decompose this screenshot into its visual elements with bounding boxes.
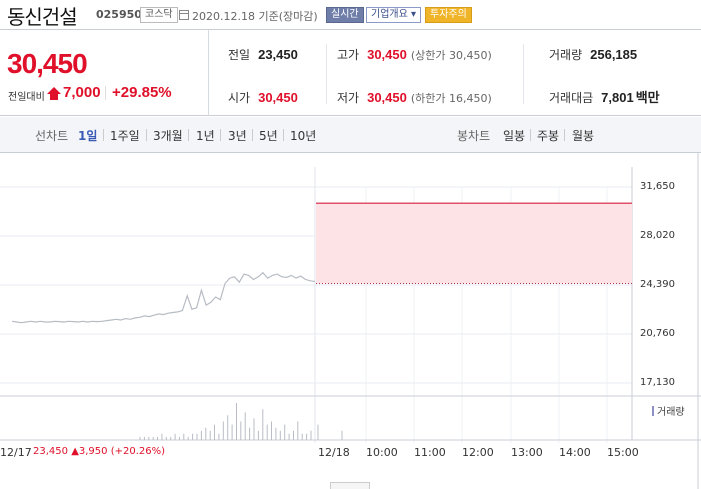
market-tag: 코스닥 (140, 7, 178, 23)
chart-canvas (0, 153, 701, 489)
chart-period-bar: 선차트 1일 1주일 3개월 1년 3년 5년 10년 봉차트 일봉 주봉 월봉 (0, 117, 701, 153)
change-label: 전일대비 (8, 92, 45, 103)
open-value: 30,450 (258, 90, 298, 105)
x-tick-label: 15:00 (607, 446, 639, 459)
divider (564, 129, 565, 141)
y-tick-label: 28,020 (640, 230, 675, 241)
current-price: 30,450 (7, 48, 88, 79)
upper-limit: (상한가 30,450) (410, 49, 492, 62)
line-chart-label: 선차트 (35, 129, 69, 143)
x-tick-label: 14:00 (559, 446, 591, 459)
period-3m[interactable]: 3개월 (153, 129, 183, 143)
period-1d[interactable]: 1일 (78, 129, 98, 143)
x-tick-label: 12/17 (0, 446, 32, 459)
volume-label: 거래량 (549, 48, 583, 62)
divider (283, 129, 284, 141)
high-label: 고가 (337, 48, 360, 62)
low-value: 30,450 (367, 90, 407, 105)
as-of-date: 2020.12.18 기준(장마감) (192, 10, 318, 23)
candle-chart-label: 봉차트 (457, 129, 491, 143)
price-summary: 30,450 전일대비 7,000 +29.85% 전일 23,450 시가 30,… (0, 30, 701, 116)
prev-close-value: 23,450 (258, 47, 298, 62)
realtime-button[interactable]: 실시간 (326, 7, 364, 23)
y-tick-label: 20,760 (640, 328, 675, 339)
volume: 거래량 256,185 (549, 45, 637, 65)
divider (523, 44, 524, 104)
prev-day-change: 3,950 (78, 446, 108, 457)
trade-amount-value: 7,801 (601, 90, 634, 105)
y-tick-label: 31,650 (640, 181, 675, 192)
period-1y[interactable]: 1년 (196, 129, 215, 143)
prev-day-summary: 23,450 ▲3,950 (+20.26%) (33, 446, 165, 457)
divider (220, 129, 221, 141)
low-price: 저가 30,450 (하한가 16,450) (337, 88, 492, 108)
investment-warning-badge: 투자주의 (425, 7, 472, 23)
trade-amount-unit: 백만 (635, 90, 660, 105)
x-tick-label: 11:00 (414, 446, 446, 459)
x-tick-label: 12/18 (318, 446, 350, 459)
company-overview-button[interactable]: 기업개요 ▾ (366, 7, 421, 23)
period-5y[interactable]: 5년 (259, 129, 278, 143)
high-price: 고가 30,450 (상한가 30,450) (337, 45, 492, 65)
scroll-handle[interactable] (330, 482, 370, 489)
divider (326, 44, 327, 104)
prev-close-label: 전일 (228, 48, 251, 62)
x-tick-label: 13:00 (511, 446, 543, 459)
open-label: 시가 (228, 91, 251, 105)
candle-daily[interactable]: 일봉 (503, 129, 526, 143)
trade-amount-label: 거래대금 (549, 91, 594, 105)
stock-code: 025950 (96, 8, 142, 21)
calendar-icon (179, 10, 189, 20)
y-tick-label: 24,390 (640, 279, 675, 290)
divider (146, 129, 147, 141)
candle-weekly[interactable]: 주봉 (537, 129, 560, 143)
lower-limit: (하한가 16,450) (410, 92, 492, 105)
prev-day-pct: (+20.26%) (110, 446, 166, 457)
today-range-band (316, 203, 632, 284)
divider (188, 129, 189, 141)
price-chart[interactable]: 31,650 28,020 24,390 20,760 17,130 거래량 1… (0, 153, 701, 489)
prev-day-price-line (11, 271, 316, 324)
change-value: 7,000 (63, 84, 101, 101)
divider (103, 129, 104, 141)
up-triangle-icon: ▲ (71, 446, 79, 457)
up-arrow-icon (47, 87, 61, 100)
stock-name: 동신건설 (7, 5, 78, 29)
divider (530, 129, 531, 141)
y-tick-label: 17,130 (640, 377, 675, 388)
period-10y[interactable]: 10년 (290, 129, 317, 143)
low-label: 저가 (337, 91, 360, 105)
prev-day-close: 23,450 (33, 446, 68, 457)
prev-close: 전일 23,450 (228, 45, 298, 65)
period-3y[interactable]: 3년 (228, 129, 247, 143)
high-value: 30,450 (367, 47, 407, 62)
divider (252, 129, 253, 141)
stock-header: 동신건설 025950 코스닥 2020.12.18 기준(장마감) 실시간 기… (0, 0, 701, 30)
period-1w[interactable]: 1주일 (110, 129, 140, 143)
trade-amount: 거래대금 7,801 백만 (549, 88, 660, 108)
volume-value: 256,185 (590, 47, 638, 62)
change-divider (105, 86, 106, 100)
x-tick-label: 12:00 (462, 446, 494, 459)
x-tick-label: 10:00 (366, 446, 398, 459)
open-price: 시가 30,450 (228, 88, 298, 108)
current-price-box: 30,450 전일대비 7,000 +29.85% (0, 30, 209, 116)
candle-monthly[interactable]: 월봉 (572, 129, 595, 143)
change-percent: +29.85% (112, 84, 172, 101)
volume-legend: 거래량 (652, 403, 685, 418)
